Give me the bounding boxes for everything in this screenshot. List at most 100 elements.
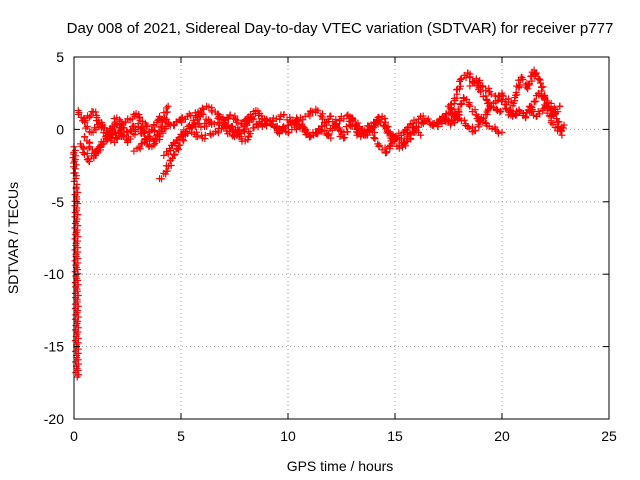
data-point	[112, 134, 120, 142]
axis-ticks: 0 5 10 15 20 25 5 0 -5 -10 -15 -20	[44, 49, 617, 444]
data-point	[438, 113, 446, 121]
data-point	[185, 110, 193, 118]
data-point	[178, 114, 186, 122]
data-point	[371, 135, 379, 143]
data-point	[146, 135, 154, 143]
data-point	[547, 99, 555, 107]
data-point	[421, 117, 429, 125]
data-point	[157, 115, 165, 123]
data-point	[519, 109, 527, 117]
data-point	[164, 150, 172, 158]
data-point	[224, 121, 232, 129]
data-point	[466, 73, 474, 81]
data-point	[558, 131, 566, 139]
y-tick-label: -5	[52, 194, 65, 210]
data-point	[263, 122, 271, 130]
data-point	[471, 127, 479, 135]
data-point	[113, 134, 121, 142]
data-point	[79, 149, 87, 157]
data-point	[383, 126, 391, 134]
data-point	[285, 129, 293, 137]
data-point	[370, 134, 378, 142]
data-point	[528, 77, 536, 85]
data-point	[447, 121, 455, 129]
data-point	[73, 180, 81, 188]
data-point	[395, 144, 403, 152]
data-point	[163, 167, 171, 175]
data-point	[280, 111, 288, 119]
data-point	[100, 140, 108, 148]
x-tick-label: 15	[387, 428, 403, 444]
data-point	[516, 108, 524, 116]
data-point	[75, 109, 83, 117]
data-point	[497, 107, 505, 115]
data-point	[229, 126, 237, 134]
data-point	[512, 88, 520, 96]
data-point	[143, 123, 151, 131]
data-point	[306, 133, 314, 141]
data-point	[550, 104, 558, 112]
data-point	[524, 106, 532, 114]
data-point	[126, 135, 134, 143]
data-point	[80, 133, 88, 141]
data-point	[164, 102, 172, 110]
data-point	[472, 75, 480, 83]
data-point	[150, 122, 158, 130]
data-point	[241, 125, 249, 133]
data-point	[506, 106, 514, 114]
data-point	[160, 151, 168, 159]
data-point	[405, 123, 413, 131]
data-point	[398, 143, 406, 151]
data-point	[167, 146, 175, 154]
data-point	[481, 119, 489, 127]
data-point	[216, 115, 224, 123]
data-point	[298, 120, 306, 128]
data-point	[391, 134, 399, 142]
data-point	[231, 112, 239, 120]
data-point	[234, 116, 242, 124]
data-point	[336, 117, 344, 125]
data-point	[476, 76, 484, 84]
data-point	[497, 97, 505, 105]
data-point	[406, 130, 414, 138]
data-point	[71, 157, 79, 165]
data-point	[381, 114, 389, 122]
data-point	[477, 88, 485, 96]
data-point	[198, 104, 206, 112]
x-tick-label: 25	[601, 428, 617, 444]
data-point	[531, 70, 539, 78]
data-point	[276, 115, 284, 123]
data-point	[359, 130, 367, 138]
y-tick-label: 5	[56, 49, 64, 65]
data-point	[417, 131, 425, 139]
x-axis-label: GPS time / hours	[287, 458, 394, 474]
data-point	[453, 85, 461, 93]
data-point	[519, 75, 527, 83]
data-point	[194, 133, 202, 141]
data-point	[327, 112, 335, 120]
data-point	[535, 75, 543, 83]
data-point	[178, 130, 186, 138]
data-point	[471, 106, 479, 114]
data-point	[136, 145, 144, 153]
data-point	[100, 124, 108, 132]
x-tick-label: 10	[280, 428, 296, 444]
data-point	[82, 124, 90, 132]
data-point	[129, 122, 137, 130]
data-point	[226, 111, 234, 119]
data-point	[447, 117, 455, 125]
x-tick-label: 5	[177, 428, 185, 444]
data-point	[530, 97, 538, 105]
data-point	[556, 102, 564, 110]
data-point	[156, 133, 164, 141]
data-point	[465, 124, 473, 132]
data-point	[210, 120, 218, 128]
data-point	[280, 122, 288, 130]
data-point	[316, 127, 324, 135]
data-point	[485, 98, 493, 106]
data-point	[105, 127, 113, 135]
data-point	[237, 133, 245, 141]
data-point	[457, 82, 465, 90]
data-point	[165, 120, 173, 128]
